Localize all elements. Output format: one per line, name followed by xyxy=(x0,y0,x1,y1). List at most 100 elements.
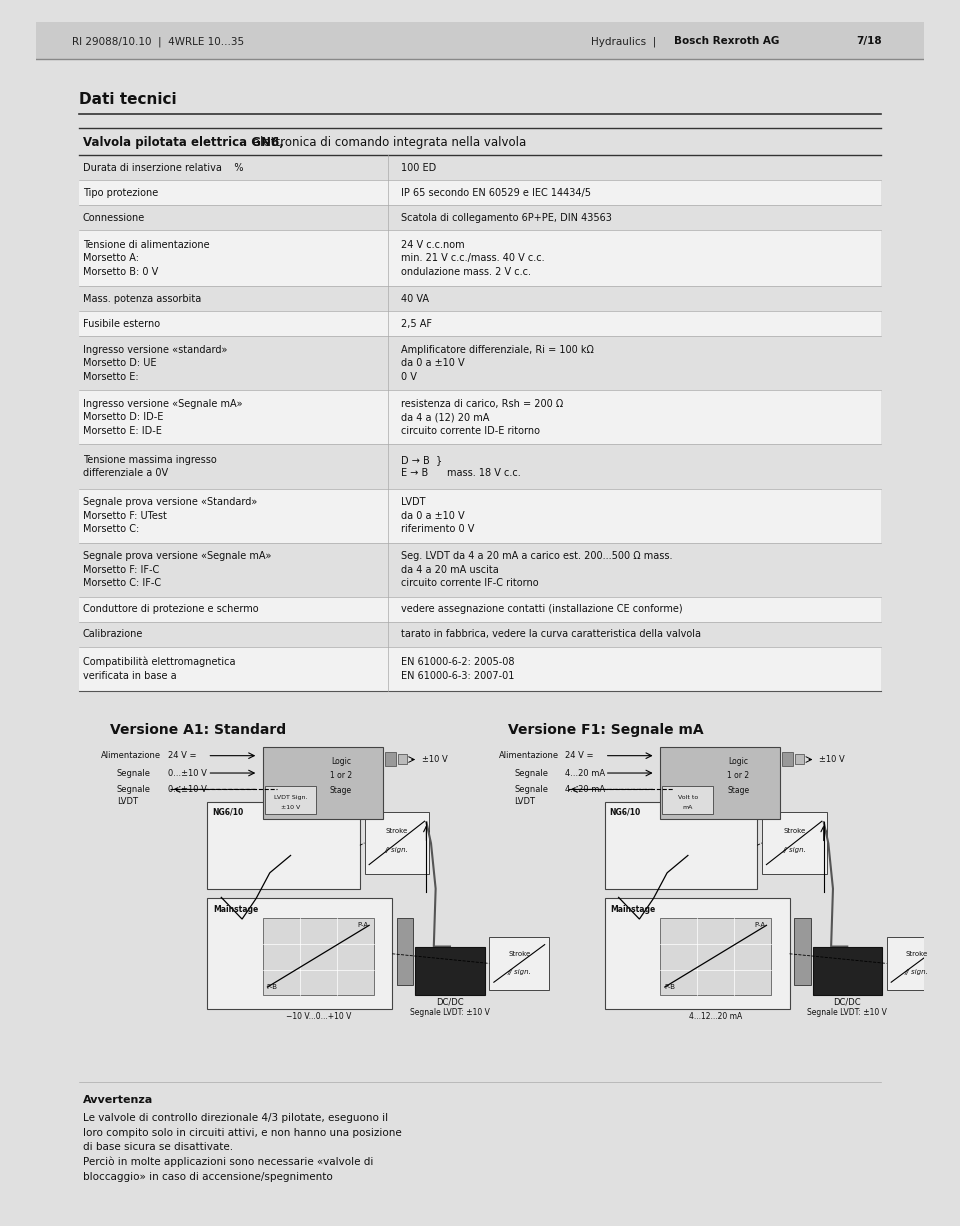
Text: P-A: P-A xyxy=(755,922,765,928)
Text: 4...12...20 mA: 4...12...20 mA xyxy=(689,1013,742,1021)
Text: 2,5 AF: 2,5 AF xyxy=(401,319,432,329)
Text: Conduttore di protezione e schermo: Conduttore di protezione e schermo xyxy=(83,604,258,614)
Bar xyxy=(416,946,485,994)
Bar xyxy=(385,752,396,766)
Text: NG6/10: NG6/10 xyxy=(610,807,640,817)
Text: Calibrazione: Calibrazione xyxy=(83,629,143,639)
Text: 7/18: 7/18 xyxy=(856,37,882,47)
Text: 1 or 2: 1 or 2 xyxy=(330,771,352,781)
Bar xyxy=(397,754,407,764)
Bar xyxy=(79,230,881,286)
Text: Stroke: Stroke xyxy=(386,828,408,834)
Text: Valvola pilotata elettrica GN6,: Valvola pilotata elettrica GN6, xyxy=(83,136,283,150)
Bar xyxy=(263,917,373,994)
Text: // sign.: // sign. xyxy=(385,847,409,853)
Text: // sign.: // sign. xyxy=(782,847,806,853)
Text: Mainstage: Mainstage xyxy=(611,906,656,915)
Text: 100 ED: 100 ED xyxy=(401,163,437,173)
Text: // sign.: // sign. xyxy=(904,969,928,975)
Text: NG6/10: NG6/10 xyxy=(212,807,243,817)
Bar xyxy=(782,752,793,766)
Text: Ingresso versione «standard»
Morsetto D: UE
Morsetto E:: Ingresso versione «standard» Morsetto D:… xyxy=(83,345,228,383)
Text: ±10 V: ±10 V xyxy=(819,755,845,764)
Text: LVDT
da 0 a ±10 V
riferimento 0 V: LVDT da 0 a ±10 V riferimento 0 V xyxy=(401,497,475,535)
Bar xyxy=(605,802,757,889)
Bar xyxy=(813,946,882,994)
Bar xyxy=(207,899,393,1009)
Text: Alimentazione: Alimentazione xyxy=(101,752,161,760)
Bar xyxy=(662,786,713,814)
Text: D → B  }
E → B      mass. 18 V c.c.: D → B } E → B mass. 18 V c.c. xyxy=(401,455,521,478)
Text: DC/DC: DC/DC xyxy=(833,998,861,1007)
Bar xyxy=(887,937,947,989)
Bar xyxy=(79,647,881,691)
Text: 4...20 mA: 4...20 mA xyxy=(565,769,605,777)
Text: P-B: P-B xyxy=(267,984,277,991)
Text: LVDT: LVDT xyxy=(515,797,535,807)
Text: Segnale prova versione «Segnale mA»
Morsetto F: IF-C
Morsetto C: IF-C: Segnale prova versione «Segnale mA» Mors… xyxy=(83,550,271,588)
Text: Versione A1: Standard: Versione A1: Standard xyxy=(110,722,286,737)
Text: 4...20 mA: 4...20 mA xyxy=(565,785,605,794)
Text: Segnale: Segnale xyxy=(117,769,151,777)
Text: Seg. LVDT da 4 a 20 mA a carico est. 200...500 Ω mass.
da 4 a 20 mA uscita
circu: Seg. LVDT da 4 a 20 mA a carico est. 200… xyxy=(401,550,673,588)
Bar xyxy=(660,747,780,819)
Text: Volt to: Volt to xyxy=(678,794,698,799)
Text: mA: mA xyxy=(683,805,693,810)
Text: Stroke: Stroke xyxy=(905,951,927,958)
Text: 40 VA: 40 VA xyxy=(401,294,429,304)
Text: 1 or 2: 1 or 2 xyxy=(727,771,750,781)
Bar xyxy=(79,180,881,205)
Bar xyxy=(795,754,804,764)
Bar xyxy=(79,311,881,336)
Text: ±10 V: ±10 V xyxy=(421,755,447,764)
Text: Alimentazione: Alimentazione xyxy=(498,752,559,760)
Text: Fusibile esterno: Fusibile esterno xyxy=(83,319,159,329)
Text: Stroke: Stroke xyxy=(508,951,530,958)
Bar xyxy=(794,917,811,986)
Bar xyxy=(660,917,771,994)
Text: Versione F1: Segnale mA: Versione F1: Segnale mA xyxy=(508,722,704,737)
Bar xyxy=(79,489,881,543)
Text: Scatola di collegamento 6P+PE, DIN 43563: Scatola di collegamento 6P+PE, DIN 43563 xyxy=(401,213,612,223)
Bar xyxy=(762,812,827,874)
Text: −10 V...0...+10 V: −10 V...0...+10 V xyxy=(286,1013,351,1021)
Text: Segnale: Segnale xyxy=(515,785,548,794)
Text: ±10 V: ±10 V xyxy=(281,805,300,810)
Bar xyxy=(263,747,383,819)
Text: LVDT: LVDT xyxy=(117,797,138,807)
Bar xyxy=(207,802,360,889)
Text: Le valvole di controllo direzionale 4/3 pilotate, eseguono il
loro compito solo : Le valvole di controllo direzionale 4/3 … xyxy=(83,1113,401,1182)
Text: Amplificatore differenziale, Ri = 100 kΩ
da 0 a ±10 V
0 V: Amplificatore differenziale, Ri = 100 kΩ… xyxy=(401,345,594,383)
Text: vedere assegnazione contatti (installazione CE conforme): vedere assegnazione contatti (installazi… xyxy=(401,604,684,614)
Text: 24 V =: 24 V = xyxy=(565,752,593,760)
Text: P-B: P-B xyxy=(664,984,675,991)
Text: RI 29088/10.10  |  4WRLE 10...35: RI 29088/10.10 | 4WRLE 10...35 xyxy=(72,36,244,47)
Text: Ingresso versione «Segnale mA»
Morsetto D: ID-E
Morsetto E: ID-E: Ingresso versione «Segnale mA» Morsetto … xyxy=(83,398,242,436)
Text: 0...±10 V: 0...±10 V xyxy=(168,769,206,777)
Text: tarato in fabbrica, vedere la curva caratteristica della valvola: tarato in fabbrica, vedere la curva cara… xyxy=(401,629,702,639)
Bar xyxy=(490,937,549,989)
Text: Tipo protezione: Tipo protezione xyxy=(83,188,158,197)
Text: 0...±10 V: 0...±10 V xyxy=(168,785,206,794)
Text: Logic: Logic xyxy=(729,756,748,766)
Text: Segnale prova versione «Standard»
Morsetto F: UTest
Morsetto C:: Segnale prova versione «Standard» Morset… xyxy=(83,497,257,535)
Text: Avvertenza: Avvertenza xyxy=(83,1095,153,1105)
Text: Hydraulics  |: Hydraulics | xyxy=(590,36,662,47)
Text: Segnale LVDT: ±10 V: Segnale LVDT: ±10 V xyxy=(410,1008,490,1016)
Bar xyxy=(365,812,429,874)
Text: Segnale: Segnale xyxy=(117,785,151,794)
Text: Connessione: Connessione xyxy=(83,213,145,223)
Text: EN 61000-6-2: 2005-08
EN 61000-6-3: 2007-01: EN 61000-6-2: 2005-08 EN 61000-6-3: 2007… xyxy=(401,657,515,680)
Text: Tensione massima ingresso
differenziale a 0V: Tensione massima ingresso differenziale … xyxy=(83,455,216,478)
Text: Mainstage: Mainstage xyxy=(213,906,258,915)
Bar xyxy=(396,917,414,986)
Text: Stage: Stage xyxy=(727,786,750,794)
Text: Tensione di alimentazione
Morsetto A:
Morsetto B: 0 V: Tensione di alimentazione Morsetto A: Mo… xyxy=(83,239,209,277)
Text: Dati tecnici: Dati tecnici xyxy=(79,92,177,107)
Text: Durata di inserzione relativa    %: Durata di inserzione relativa % xyxy=(83,163,243,173)
Bar xyxy=(36,22,924,59)
Bar xyxy=(79,597,881,622)
Text: 24 V =: 24 V = xyxy=(168,752,196,760)
Text: Bosch Rexroth AG: Bosch Rexroth AG xyxy=(674,37,780,47)
Text: Stage: Stage xyxy=(330,786,352,794)
